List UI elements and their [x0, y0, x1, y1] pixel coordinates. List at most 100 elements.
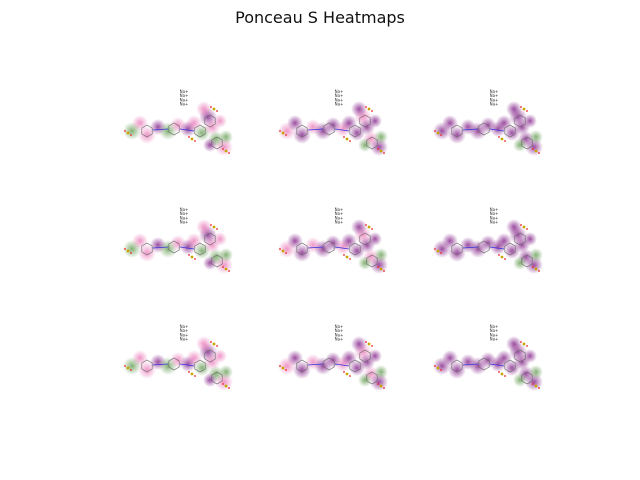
- sulfonate-group: [346, 138, 349, 141]
- heatmap-panel: Na+Na+Na+Na+: [433, 89, 543, 156]
- oxygen-atom: [498, 136, 500, 138]
- oxygen-atom: [222, 383, 224, 385]
- oxygen-atom: [365, 224, 367, 226]
- sulfonate-group: [535, 268, 538, 271]
- oxygen-atom: [383, 152, 385, 154]
- oxygen-atom: [279, 365, 281, 367]
- oxygen-atom: [279, 130, 281, 132]
- sulfonate-group: [535, 150, 538, 153]
- oxygen-atom: [210, 341, 212, 343]
- oxygen-atom: [194, 258, 196, 260]
- oxygen-atom: [520, 106, 522, 108]
- oxygen-atom: [210, 106, 212, 108]
- sulfonate-group: [501, 256, 504, 259]
- oxygen-atom: [434, 365, 436, 367]
- sulfonate-group: [191, 138, 194, 141]
- heat-blob: [351, 336, 367, 352]
- heatmap-panel: Na+Na+Na+Na+: [123, 324, 233, 391]
- sulfonate-group: [191, 373, 194, 376]
- heat-blob: [374, 248, 388, 262]
- sulfonate-group: [380, 150, 383, 153]
- heat-blob: [358, 256, 372, 270]
- oxygen-atom: [440, 369, 442, 371]
- oxygen-atom: [371, 228, 373, 230]
- sulfonate-group: [346, 373, 349, 376]
- sulfonate-group: [380, 268, 383, 271]
- heat-blob: [219, 248, 233, 262]
- counter-ion-label: Na+: [335, 337, 344, 342]
- oxygen-atom: [228, 152, 230, 154]
- sulfonate-group: [213, 226, 216, 229]
- oxygen-atom: [538, 387, 540, 389]
- oxygen-atom: [526, 110, 528, 112]
- oxygen-atom: [188, 254, 190, 256]
- oxygen-atom: [504, 258, 506, 260]
- sulfonate-group: [380, 385, 383, 388]
- counter-ion-label: Na+: [335, 220, 344, 225]
- oxygen-atom: [504, 375, 506, 377]
- sulfonate-group: [501, 138, 504, 141]
- oxygen-atom: [343, 136, 345, 138]
- heat-blob: [374, 130, 388, 144]
- oxygen-atom: [124, 130, 126, 132]
- sulfonate-group: [437, 367, 440, 370]
- heat-blob: [358, 138, 372, 152]
- oxygen-atom: [365, 341, 367, 343]
- sulfonate-group: [523, 108, 526, 111]
- heat-blob: [506, 219, 522, 235]
- heat-blob: [351, 101, 367, 117]
- oxygen-atom: [365, 106, 367, 108]
- oxygen-atom: [124, 248, 126, 250]
- oxygen-atom: [222, 266, 224, 268]
- counter-ion-label: Na+: [335, 102, 344, 107]
- heat-blob: [203, 373, 217, 387]
- heat-blob: [513, 256, 527, 270]
- oxygen-atom: [349, 140, 351, 142]
- sulfonate-group: [282, 367, 285, 370]
- oxygen-atom: [498, 371, 500, 373]
- heat-blob: [203, 138, 217, 152]
- counter-ion-label: Na+: [180, 220, 189, 225]
- oxygen-atom: [349, 375, 351, 377]
- sulfonate-group: [535, 385, 538, 388]
- heat-blob: [219, 365, 233, 379]
- sulfonate-group: [127, 132, 130, 135]
- heat-blob: [196, 101, 212, 117]
- oxygen-atom: [343, 371, 345, 373]
- sulfonate-group: [225, 268, 228, 271]
- oxygen-atom: [383, 387, 385, 389]
- oxygen-atom: [216, 228, 218, 230]
- counter-ion-label: Na+: [490, 220, 499, 225]
- oxygen-atom: [440, 252, 442, 254]
- heat-blob: [506, 336, 522, 352]
- oxygen-atom: [526, 228, 528, 230]
- heat-blob: [374, 365, 388, 379]
- oxygen-atom: [538, 270, 540, 272]
- sulfonate-group: [225, 385, 228, 388]
- oxygen-atom: [228, 387, 230, 389]
- oxygen-atom: [532, 148, 534, 150]
- oxygen-atom: [194, 375, 196, 377]
- sulfonate-group: [282, 250, 285, 253]
- sulfonate-group: [282, 132, 285, 135]
- oxygen-atom: [383, 270, 385, 272]
- sulfonate-group: [213, 108, 216, 111]
- oxygen-atom: [124, 365, 126, 367]
- oxygen-atom: [504, 140, 506, 142]
- oxygen-atom: [130, 252, 132, 254]
- sulfonate-group: [127, 367, 130, 370]
- heatmap-panel: Na+Na+Na+Na+: [433, 207, 543, 274]
- sulfonate-group: [523, 226, 526, 229]
- sulfonate-group: [437, 250, 440, 253]
- oxygen-atom: [130, 134, 132, 136]
- oxygen-atom: [349, 258, 351, 260]
- heatmap-panel: Na+Na+Na+Na+: [123, 207, 233, 274]
- heat-blob: [529, 365, 543, 379]
- heat-blob: [196, 336, 212, 352]
- heat-blob: [196, 219, 212, 235]
- oxygen-atom: [194, 140, 196, 142]
- oxygen-atom: [216, 345, 218, 347]
- oxygen-atom: [188, 136, 190, 138]
- oxygen-atom: [188, 371, 190, 373]
